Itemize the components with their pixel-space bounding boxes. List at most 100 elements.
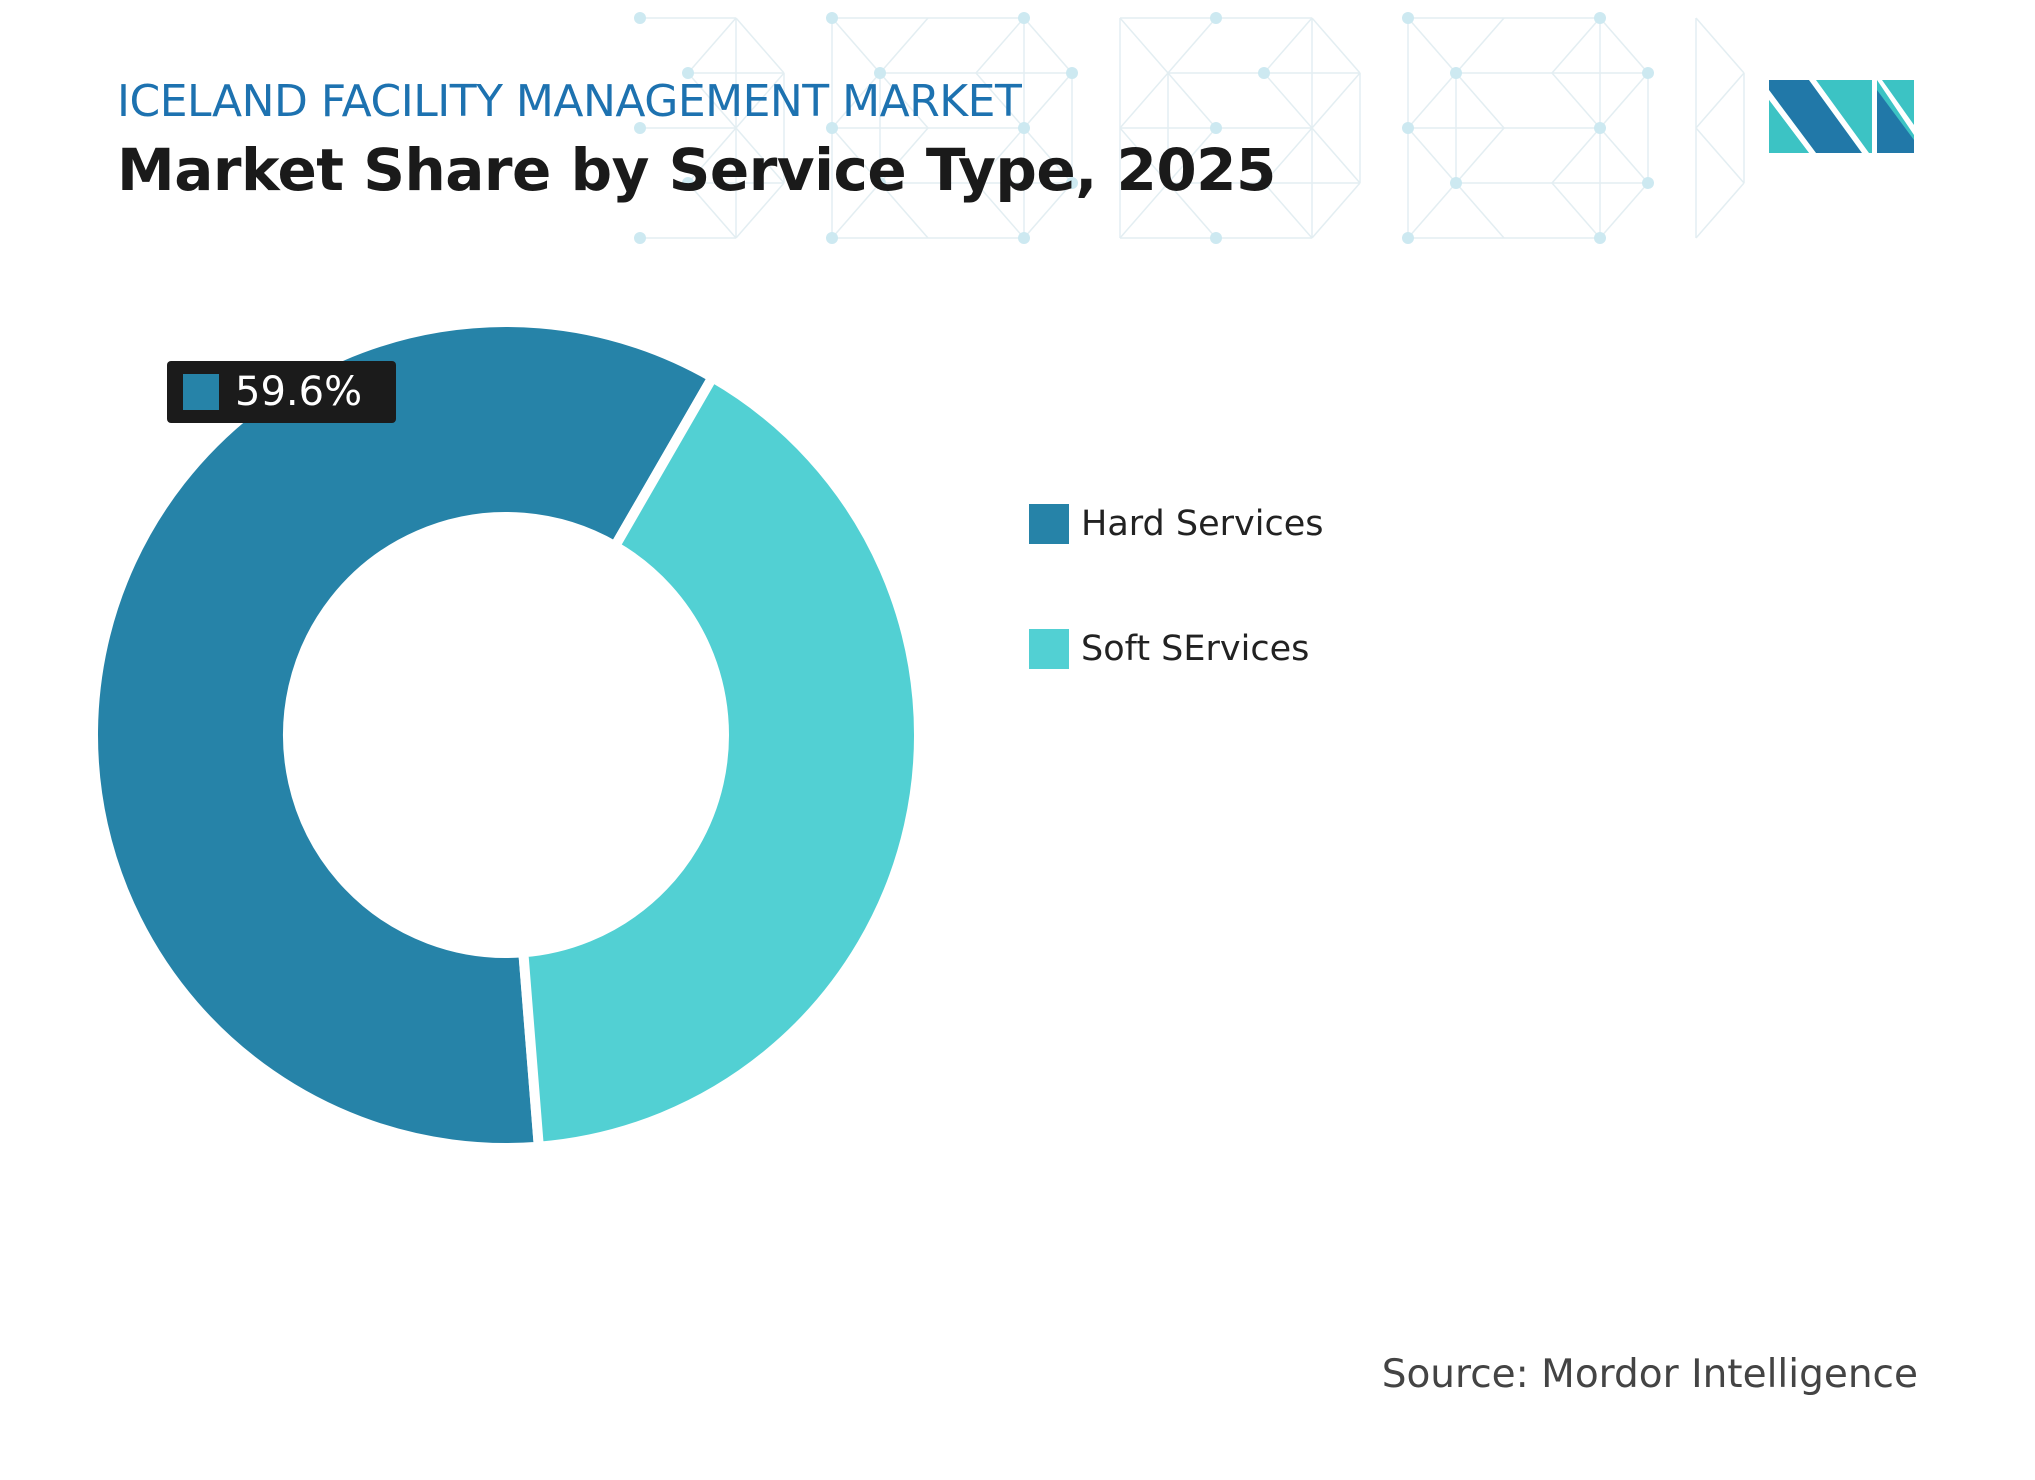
pattern-dot (1066, 67, 1078, 79)
pattern-dot (826, 232, 838, 244)
pattern-line (1263, 17, 1313, 74)
pattern-dot (1258, 177, 1270, 189)
legend-item-hard-services: Hard Services (1029, 504, 1323, 544)
pattern-line (1551, 182, 1601, 239)
pattern-line (831, 17, 881, 74)
pattern-dot (1066, 177, 1078, 189)
pattern-line (1551, 127, 1601, 184)
pattern-line (1407, 72, 1457, 129)
pattern-line (1167, 72, 1217, 129)
pattern-line (879, 72, 929, 129)
pattern-line (879, 17, 929, 74)
pattern-dot (1018, 122, 1030, 134)
pattern-dot (1018, 12, 1030, 24)
pattern-dot (1210, 232, 1222, 244)
pattern-line (1455, 72, 1505, 129)
legend-swatch (1029, 504, 1069, 544)
pattern-line (735, 127, 785, 184)
pattern-line (1695, 127, 1745, 184)
pattern-line (687, 72, 737, 129)
source-note: Source: Mordor Intelligence (1381, 1352, 1918, 1397)
mordor-logo (1769, 80, 1914, 153)
pattern-dot (634, 12, 646, 24)
pattern-dot (826, 12, 838, 24)
pattern-dot (1018, 232, 1030, 244)
pattern-line (735, 182, 785, 239)
pattern-line (1599, 182, 1649, 239)
pattern-line (1119, 182, 1169, 239)
background-hex-pattern (634, 12, 1745, 244)
pattern-line (1455, 127, 1505, 184)
pattern-dot (826, 122, 838, 134)
pattern-line (1263, 72, 1313, 129)
legend-item-soft-services: Soft SErvices (1029, 629, 1309, 669)
pattern-line (687, 127, 737, 184)
pattern-dot (874, 67, 886, 79)
pattern-dot (1258, 67, 1270, 79)
pattern-line (975, 127, 1025, 184)
pattern-dot (1402, 232, 1414, 244)
chart-title: Market Share by Service Type, 2025 (117, 136, 1276, 204)
pattern-line (1599, 17, 1649, 74)
pattern-line (1311, 72, 1361, 129)
pattern-line (1695, 182, 1745, 239)
pattern-dot (634, 232, 646, 244)
legend-label: Hard Services (1081, 504, 1324, 544)
pattern-line (1311, 127, 1361, 184)
pattern-dot (1210, 12, 1222, 24)
pattern-line (975, 17, 1025, 74)
pattern-line (1263, 127, 1313, 184)
pattern-dot (1402, 122, 1414, 134)
pattern-line (687, 17, 737, 74)
pattern-line (735, 72, 785, 129)
pattern-line (1455, 182, 1505, 239)
donut-chart (88, 317, 924, 1153)
pattern-line (1119, 127, 1169, 184)
pattern-dot (1642, 177, 1654, 189)
pattern-dot (634, 122, 646, 134)
legend-label: Soft SErvices (1081, 629, 1310, 669)
pattern-line (975, 72, 1025, 129)
pattern-line (1167, 17, 1217, 74)
pattern-dot (1594, 12, 1606, 24)
pattern-dot (1594, 232, 1606, 244)
pattern-line (1695, 72, 1745, 129)
pattern-line (975, 182, 1025, 239)
pattern-line (1407, 182, 1457, 239)
pattern-dot (1450, 67, 1462, 79)
pattern-dot (874, 177, 886, 189)
pattern-line (1119, 72, 1169, 129)
pattern-line (1119, 17, 1169, 74)
pattern-line (1023, 17, 1073, 74)
data-label-text: 59.6% (235, 369, 363, 415)
pattern-dot (682, 67, 694, 79)
pattern-line (1167, 127, 1217, 184)
pattern-line (1599, 72, 1649, 129)
pattern-line (687, 182, 737, 239)
pattern-line (735, 17, 785, 74)
pattern-line (1455, 17, 1505, 74)
pattern-line (1023, 72, 1073, 129)
pattern-line (1023, 127, 1073, 184)
pattern-dot (1402, 12, 1414, 24)
pattern-line (1551, 17, 1601, 74)
legend-swatch (1029, 629, 1069, 669)
pattern-line (1695, 17, 1745, 74)
pattern-dot (1210, 122, 1222, 134)
pattern-line (831, 182, 881, 239)
donut-slice-soft-services (517, 370, 924, 1153)
pattern-dot (1450, 177, 1462, 189)
pattern-line (1023, 182, 1073, 239)
data-label-swatch (183, 374, 219, 410)
pattern-line (1407, 127, 1457, 184)
pattern-line (1311, 182, 1361, 239)
pattern-dot (682, 177, 694, 189)
data-label-hard-services: 59.6% (167, 361, 396, 423)
pattern-line (879, 127, 929, 184)
pattern-line (1407, 17, 1457, 74)
pattern-line (831, 72, 881, 129)
pattern-dot (1642, 67, 1654, 79)
pattern-line (1167, 182, 1217, 239)
pattern-line (831, 127, 881, 184)
pattern-line (1263, 182, 1313, 239)
